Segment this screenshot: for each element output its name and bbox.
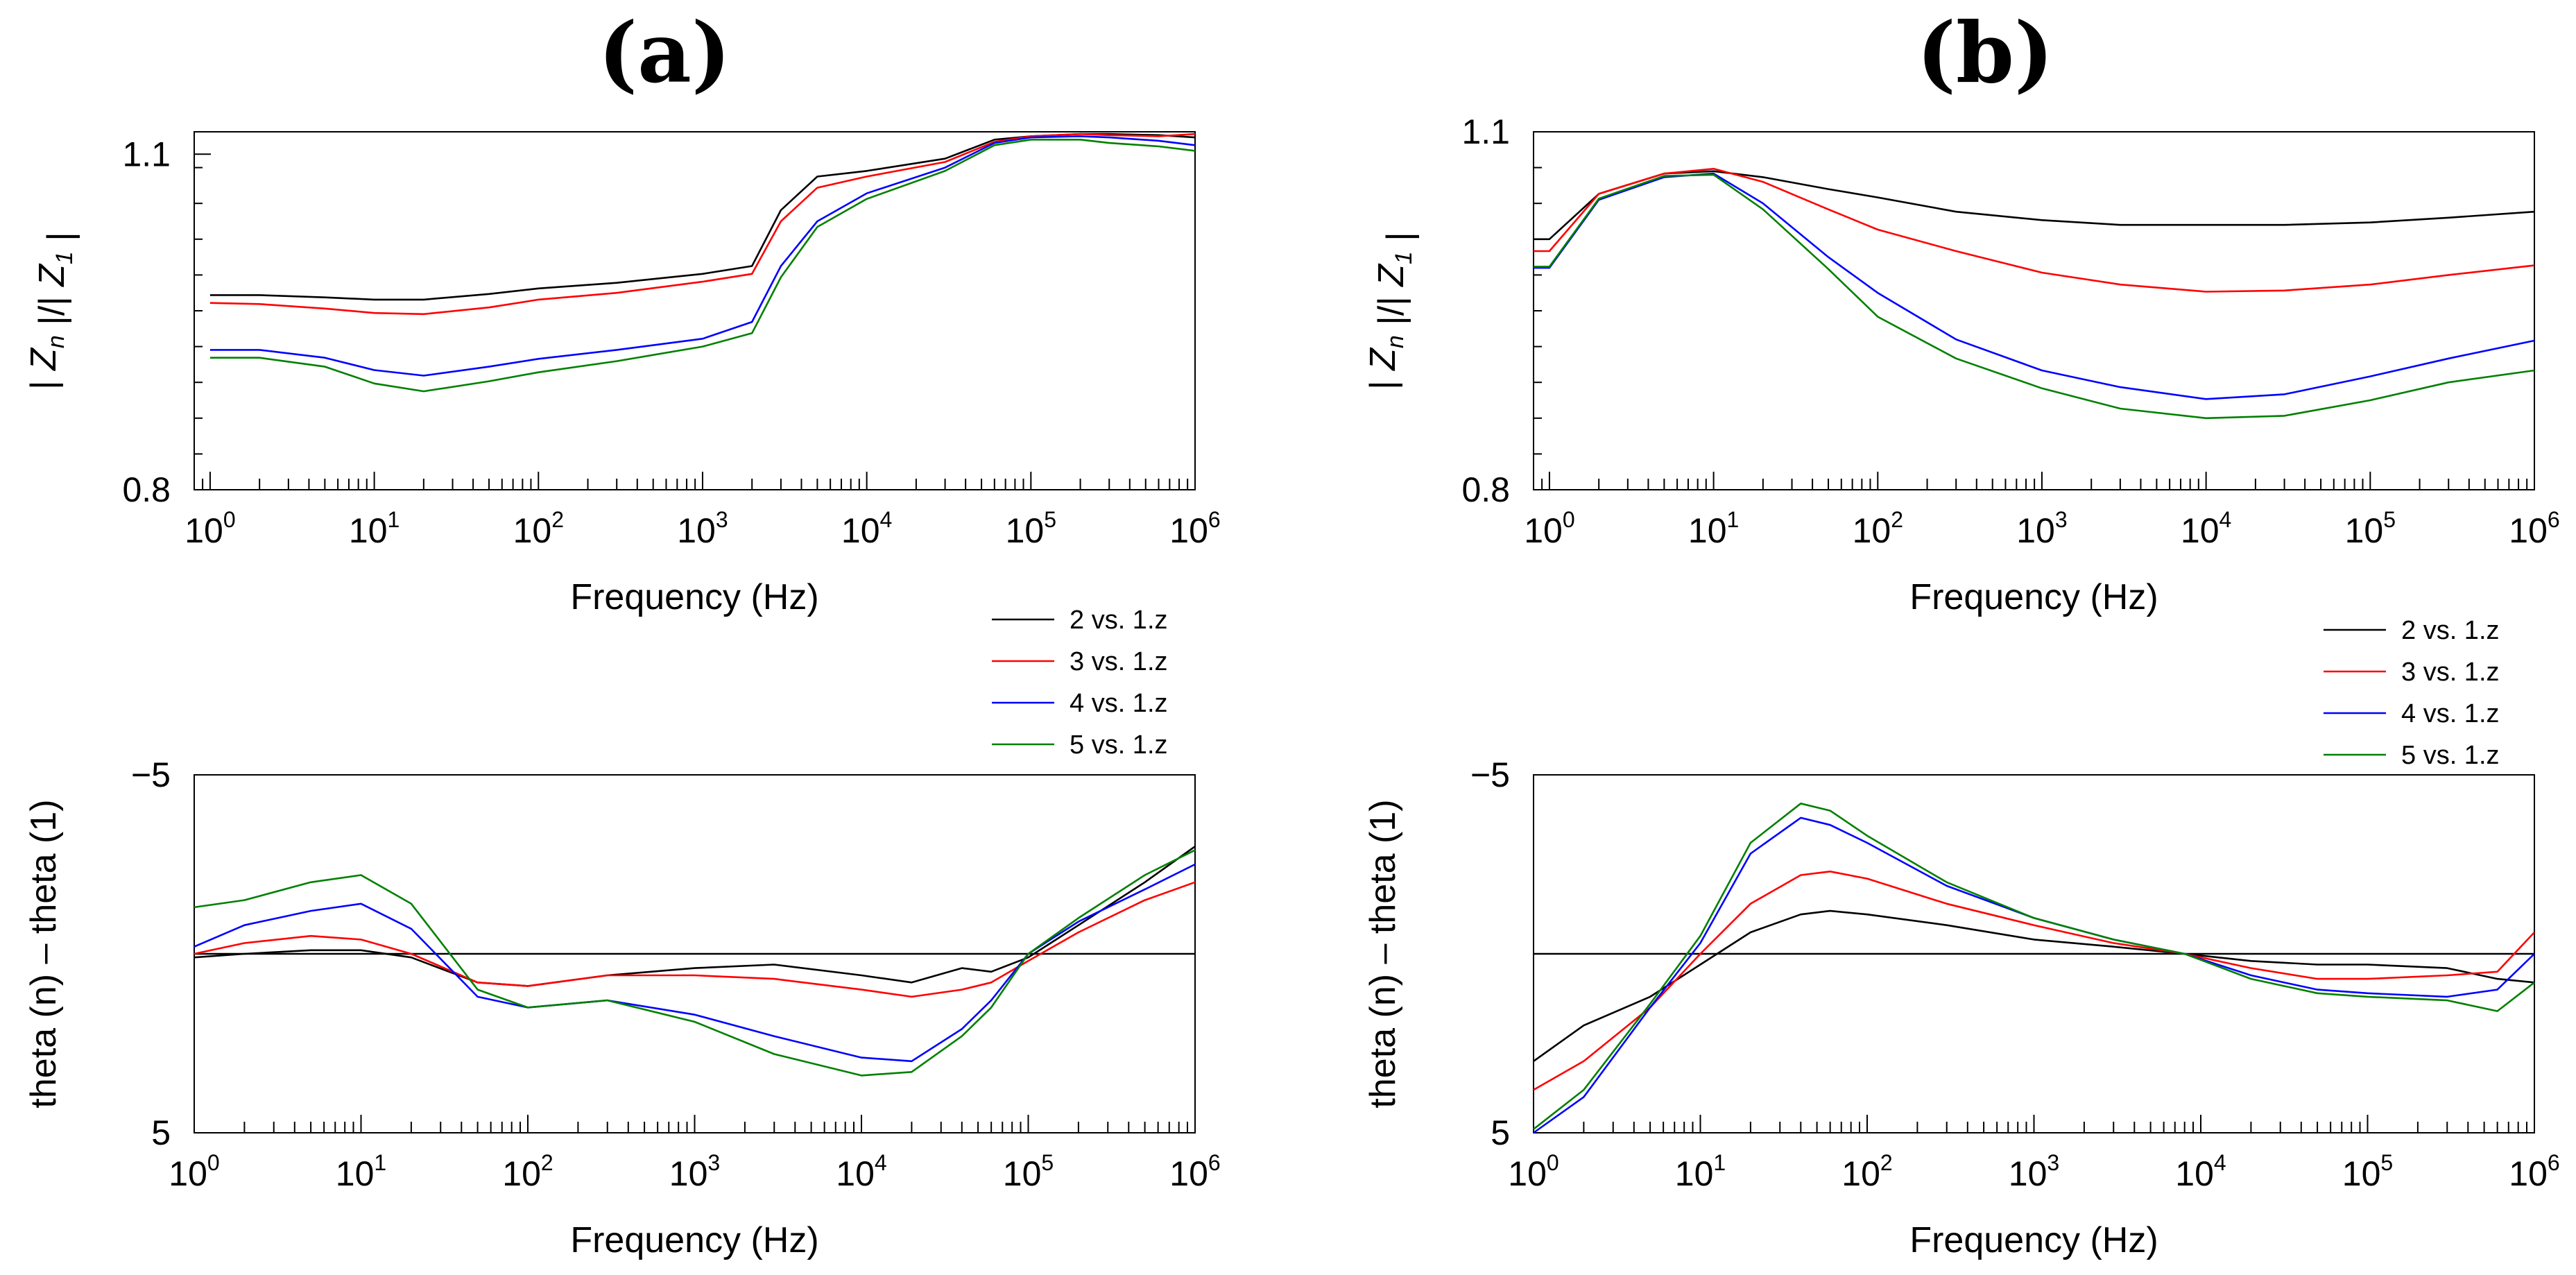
legend-label: 4 vs. 1.z	[2401, 699, 2500, 728]
x-tick-label: 103	[669, 1150, 720, 1193]
y-tick-label: 5	[1491, 1113, 1510, 1152]
x-tick-label: 102	[1841, 1150, 1892, 1193]
series-line-2	[1533, 909, 2535, 1062]
x-tick-label: 105	[2342, 1150, 2393, 1193]
x-tick-label: 106	[1169, 1150, 1220, 1193]
series-line-3	[194, 881, 1196, 998]
x-tick-label: 104	[841, 507, 892, 550]
x-tick-label: 102	[502, 1150, 553, 1193]
panel-title-a: (a)	[598, 4, 730, 102]
x-tick-label: 105	[2345, 507, 2396, 550]
series-line-3	[1534, 168, 2535, 293]
x-tick-label: 101	[349, 507, 400, 550]
panel-title-b: (b)	[1916, 4, 2053, 102]
x-tick-label: 104	[2181, 507, 2231, 550]
series-line-2	[194, 846, 1196, 987]
x-tick-label: 101	[336, 1150, 386, 1193]
y-axis-label: theta (n) – theta (1)	[24, 799, 64, 1108]
x-tick-label: 102	[513, 507, 564, 550]
legend-label: 5 vs. 1.z	[1070, 730, 1168, 760]
series-line-4	[209, 135, 1196, 377]
x-tick-label: 100	[1508, 1150, 1559, 1193]
legend-b: 2 vs. 1.z 3 vs. 1.z 4 vs. 1.z 5 vs. 1.z	[2324, 616, 2500, 770]
legend-label: 3 vs. 1.z	[1070, 647, 1168, 676]
series-line-5	[209, 139, 1196, 393]
series-line-4	[1534, 172, 2535, 400]
legend-label: 2 vs. 1.z	[2401, 616, 2500, 645]
x-tick-label: 105	[1003, 1150, 1054, 1193]
chart-b-phase: 100 101 102 103 104 105 106 −5 5 Frequency (Hz) th…	[1363, 755, 2560, 1260]
x-tick-label: 106	[2509, 1150, 2559, 1193]
x-tick-label: 100	[184, 507, 235, 550]
series-line-4	[1533, 816, 2535, 1134]
series-line-5	[194, 849, 1196, 1077]
legend-a: 2 vs. 1.z 3 vs. 1.z 4 vs. 1.z 5 vs. 1.z	[992, 606, 1168, 760]
y-axis-label: theta (n) – theta (1)	[1363, 799, 1403, 1108]
x-tick-label: 103	[2009, 1150, 2059, 1193]
x-tick-label: 102	[1853, 507, 1903, 550]
legend-label: 5 vs. 1.z	[2401, 741, 2500, 770]
x-axis-label: Frequency (Hz)	[570, 1220, 818, 1260]
x-tick-label: 101	[1675, 1150, 1726, 1193]
x-tick-label: 100	[1524, 507, 1574, 550]
x-axis-label: Frequency (Hz)	[1909, 1220, 2158, 1260]
chart-a-magnitude: 100 101 102 103 104 105 106 0.8 1.1 Frequency (Hz…	[24, 131, 1221, 617]
series-line-5	[1533, 803, 2535, 1130]
x-tick-label: 101	[1688, 507, 1739, 550]
x-tick-label: 106	[2509, 507, 2559, 550]
x-tick-label: 103	[2016, 507, 2067, 550]
plot-frame	[1533, 131, 2535, 490]
y-axis-label: | Zn |/| Z1 |	[24, 232, 80, 390]
y-tick-label: −5	[1470, 755, 1510, 794]
chart-b-magnitude: 100 101 102 103 104 105 106 0.8 1.1 Frequency (Hz…	[1363, 112, 2560, 617]
series-line-2	[209, 132, 1196, 301]
x-axis-label: Frequency (Hz)	[1909, 577, 2158, 617]
x-axis-label: Frequency (Hz)	[570, 577, 818, 617]
y-tick-label: 0.8	[122, 470, 171, 509]
legend-label: 3 vs. 1.z	[2401, 658, 2500, 687]
series-line-5	[1534, 173, 2535, 420]
y-tick-label: 1.1	[1461, 112, 1510, 151]
x-tick-label: 104	[2175, 1150, 2226, 1193]
x-tick-label: 104	[836, 1150, 886, 1193]
x-tick-label: 105	[1006, 507, 1056, 550]
legend-label: 2 vs. 1.z	[1070, 606, 1168, 635]
y-tick-label: −5	[131, 755, 171, 794]
series-line-3	[209, 132, 1196, 316]
y-tick-label: 5	[151, 1113, 171, 1152]
y-axis-label: | Zn |/| Z1 |	[1363, 232, 1420, 390]
legend-label: 4 vs. 1.z	[1070, 689, 1168, 718]
y-tick-label: 0.8	[1461, 470, 1510, 509]
series-line-4	[194, 863, 1196, 1063]
x-tick-label: 106	[1169, 507, 1220, 550]
series-line-3	[1533, 871, 2535, 1091]
series-line-2	[1534, 170, 2535, 241]
y-tick-label: 1.1	[122, 135, 171, 173]
chart-a-phase: 100 101 102 103 104 105 106 −5 5 Frequency (Hz) th…	[24, 755, 1221, 1260]
x-tick-label: 103	[677, 507, 728, 550]
x-tick-label: 100	[169, 1150, 219, 1193]
